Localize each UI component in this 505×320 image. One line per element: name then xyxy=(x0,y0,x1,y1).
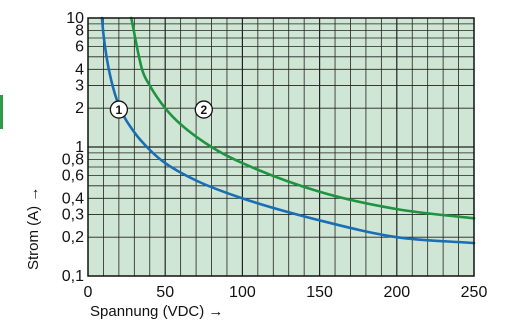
y-tick-label: 6 xyxy=(75,39,84,56)
x-tick-label: 0 xyxy=(84,284,93,301)
y-tick-label: 0,2 xyxy=(62,229,84,246)
side-accent xyxy=(0,95,3,129)
y-axis-title: Strom (A) → xyxy=(25,187,42,270)
x-tick-labels: 0 50 100 150 200 250 xyxy=(84,284,488,301)
series-line-1 xyxy=(100,16,476,245)
y-tick-label: 2 xyxy=(75,100,84,117)
series-marker-label-2: 2 xyxy=(200,103,207,117)
series-marker-label-1: 1 xyxy=(116,103,123,117)
x-tick-label: 250 xyxy=(461,284,488,301)
y-tick-label: 10 xyxy=(66,10,84,27)
x-axis-title: Spannung (VDC) → xyxy=(90,303,223,320)
plot-frame xyxy=(87,17,475,277)
y-tick-label: 1 xyxy=(75,139,84,156)
x-tick-label: 50 xyxy=(156,284,174,301)
y-tick-label: 0,8 xyxy=(62,152,84,169)
y-tick-label: 4 xyxy=(75,61,84,78)
x-tick-label: 100 xyxy=(229,284,256,301)
series-marker-1 xyxy=(109,100,129,119)
grid-x xyxy=(103,18,459,276)
y-tick-label: 0,4 xyxy=(62,190,84,207)
x-tick-label: 150 xyxy=(306,284,333,301)
y-tick-label: 8 xyxy=(75,23,84,40)
y-tick-label: 0,3 xyxy=(62,206,84,223)
x-tick-label: 200 xyxy=(383,284,410,301)
series-line-2 xyxy=(129,16,476,220)
y-tick-label: 3 xyxy=(75,77,84,94)
y-tick-label: 0,6 xyxy=(62,168,84,185)
series-marker-2 xyxy=(194,100,213,119)
series-layer xyxy=(100,16,476,245)
y-tick-label: 0,1 xyxy=(62,268,84,285)
